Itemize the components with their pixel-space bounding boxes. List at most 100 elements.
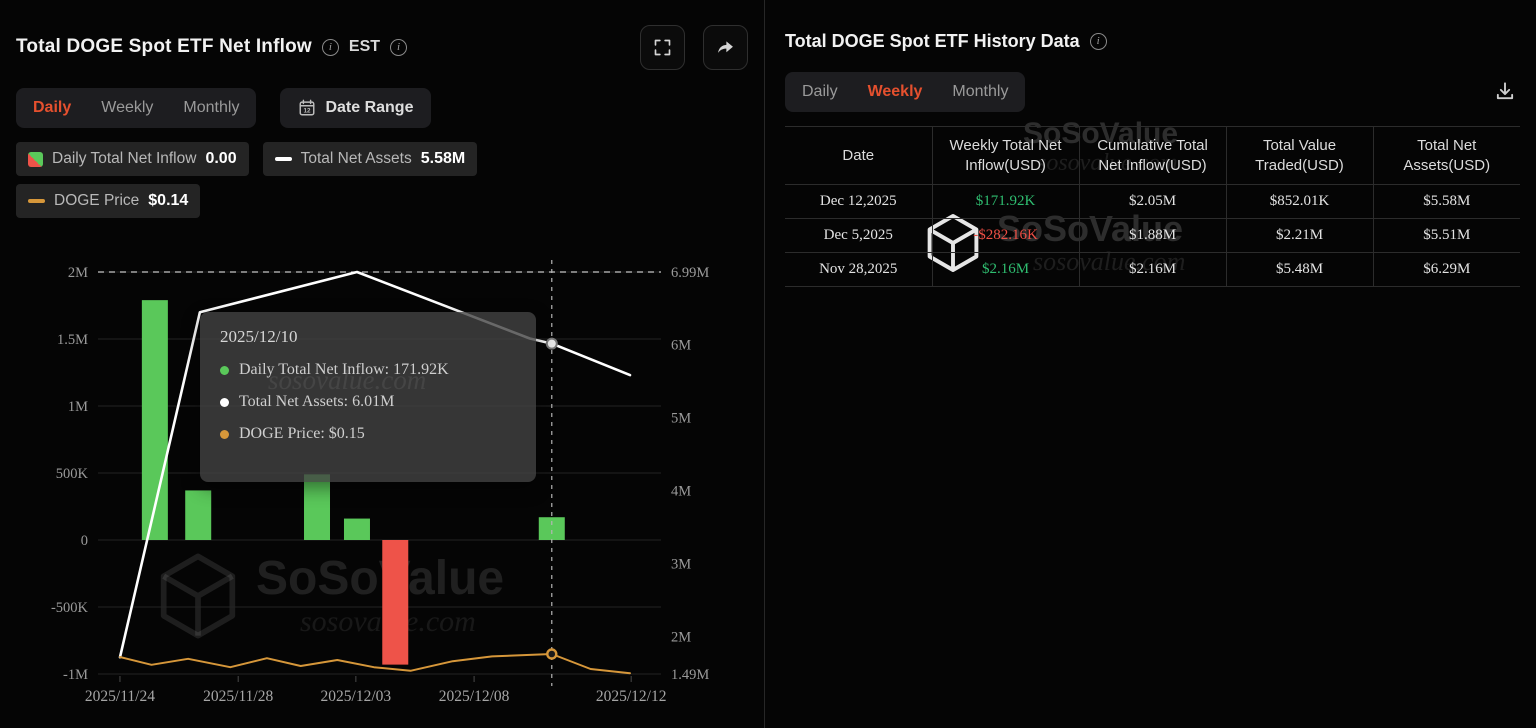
legend-total-net-assets[interactable]: Total Net Assets 5.58M [262,142,478,176]
column-date: Date [785,126,933,185]
cell-weekly-inflow: -$282.16K [931,218,1080,253]
left-axis-label: 1M [68,399,88,415]
cell-weekly-inflow: $171.92K [931,184,1080,219]
x-axis-label: 2025/12/08 [439,688,510,705]
left-axis-label: 1.5M [57,332,88,348]
inflow-bar[interactable] [382,540,409,665]
legend-daily-net-inflow[interactable]: Daily Total Net Inflow 0.00 [16,142,249,176]
tooltip-label: Daily Total Net Inflow [239,361,393,378]
cell-date: Dec 12,2025 [785,184,933,219]
left-axis-label: 0 [81,533,88,549]
tooltip-item: Total Net Assets6.01M [220,393,516,411]
tooltip-value: 6.01M [352,393,395,410]
cell-date: Nov 28,2025 [785,252,933,287]
inflow-chart[interactable]: 2M 1.5M 1M 500K 0 -500K -1M 6.99M 6M 5M 4M 3M 2M 1.49… [16,230,749,710]
history-range-tabs: Daily Weekly Monthly [785,72,1026,112]
orange-dot-icon [220,429,229,439]
tooltip-value: $0.15 [328,425,365,442]
history-tab-monthly[interactable]: Monthly [937,72,1023,112]
inflow-bar[interactable] [343,518,370,540]
white-dot-icon [220,397,229,407]
legend-label: DOGE Price [54,192,140,209]
history-tab-daily[interactable]: Daily [787,72,853,112]
right-axis-label: 6.99M [671,265,709,281]
green-dot-icon [220,365,229,375]
net-assets-line-legend-icon [274,157,292,161]
right-axis-label: 3M [671,557,691,573]
left-axis-label: -1M [63,667,88,683]
chart-header-actions [640,24,748,70]
tooltip-value: 171.92K [393,361,449,378]
date-range-button[interactable]: 12 Date Range [280,88,432,128]
chart-panel: Total DOGE Spot ETF Net Inflow i EST i D… [0,0,765,728]
column-net-assets: Total Net Assets(USD) [1372,126,1520,185]
legend-value: 5.58M [420,150,466,167]
tooltip-item: Daily Total Net Inflow171.92K [220,361,516,379]
chart-range-tabs: Daily Weekly Monthly [16,88,257,128]
cell-net-assets: $5.51M [1372,218,1520,253]
history-row: Dec 12,2025 $171.92K $2.05M $852.01K $5.58M [785,184,1520,219]
download-icon [1496,81,1514,99]
right-axis-label: 6M [671,337,691,353]
inflow-bar[interactable] [538,517,565,540]
legend-label: Daily Total Net Inflow [52,150,197,167]
share-button[interactable] [703,24,748,70]
column-weekly-inflow: Weekly Total Net Inflow(USD) [931,126,1080,185]
column-cumulative-inflow: Cumulative Total Net Inflow(USD) [1078,126,1227,185]
legend-doge-price[interactable]: DOGE Price $0.14 [16,184,201,218]
history-header-row: Date Weekly Total Net Inflow(USD) Cumula… [785,126,1520,185]
tooltip-label: DOGE Price [239,425,329,442]
fullscreen-icon [654,39,671,55]
net-assets-marker [545,337,558,350]
right-axis-label: 1.49M [671,667,709,683]
cell-date: Dec 5,2025 [785,218,933,253]
x-axis-label: 2025/11/24 [85,688,155,705]
net-assets-line [118,270,632,659]
fullscreen-button[interactable] [640,24,685,70]
history-row: Nov 28,2025 $2.16M $2.16M $5.48M $6.29M [785,252,1520,287]
chart-legend-row-1: Daily Total Net Inflow 0.00 Total Net As… [16,142,748,176]
cell-value-traded: $852.01K [1225,184,1374,219]
doge-price-line-legend-icon [28,199,45,203]
cell-net-assets: $5.58M [1372,184,1520,219]
chart-tab-weekly[interactable]: Weekly [86,88,168,128]
history-title: Total DOGE Spot ETF History Data [785,30,1080,51]
cell-cumulative-inflow: $2.05M [1078,184,1227,219]
cell-value-traded: $2.21M [1225,218,1374,253]
history-controls: Daily Weekly Monthly [785,72,1520,112]
download-button[interactable] [1490,76,1520,109]
calendar-icon: 12 [299,99,315,116]
chart-tab-daily[interactable]: Daily [18,88,86,128]
date-range-label: Date Range [325,99,414,116]
info-icon[interactable]: i [390,38,408,56]
cell-net-assets: $6.29M [1372,252,1520,287]
tooltip-date: 2025/12/10 [220,327,298,346]
x-axis-label: 2025/12/12 [596,688,667,705]
cell-weekly-inflow: $2.16M [931,252,1080,287]
chart-area: SoSoValue sosovalue.com sosovalue.com 2M… [16,230,749,710]
chart-title-group: Total DOGE Spot ETF Net Inflow i EST i [16,36,408,58]
chart-tab-monthly[interactable]: Monthly [168,88,254,128]
doge-price-marker [546,648,558,660]
history-tab-weekly[interactable]: Weekly [853,72,938,112]
doge-price-line [119,653,631,675]
cell-value-traded: $5.48M [1225,252,1374,287]
cell-cumulative-inflow: $2.16M [1078,252,1227,287]
chart-legend-row-2: DOGE Price $0.14 [16,184,748,218]
inflow-bar[interactable] [141,300,168,540]
tooltip-label: Total Net Assets [239,393,352,410]
inflow-bar-legend-icon [28,151,43,167]
share-icon [718,40,733,53]
tooltip-item: DOGE Price$0.15 [220,425,516,443]
legend-label: Total Net Assets [300,150,412,167]
chart-panel-header: Total DOGE Spot ETF Net Inflow i EST i [16,24,748,70]
legend-value: $0.14 [148,192,189,209]
info-icon[interactable]: i [321,38,339,56]
inflow-bar[interactable] [304,474,331,540]
column-value-traded: Total Value Traded(USD) [1225,126,1374,185]
inflow-bar[interactable] [185,490,212,540]
left-axis-label: 500K [56,466,89,482]
info-icon[interactable]: i [1089,32,1107,50]
right-axis-label: 2M [671,630,691,646]
right-axis-label: 4M [671,484,691,500]
